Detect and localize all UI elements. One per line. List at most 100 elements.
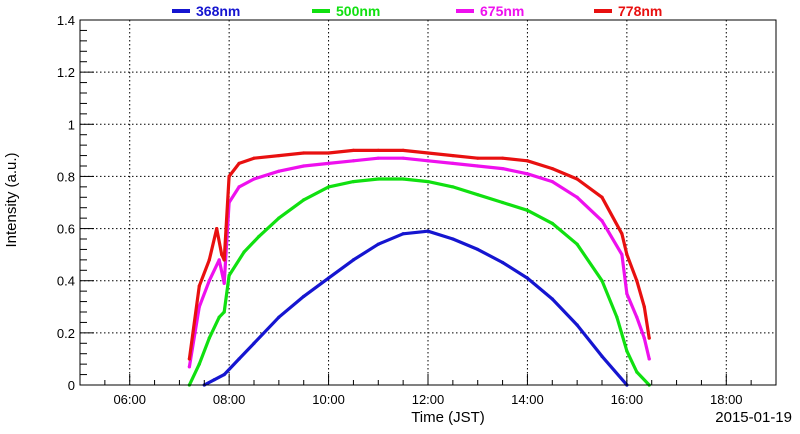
data-point [212, 378, 216, 382]
data-point [376, 177, 380, 181]
data-point [237, 185, 241, 189]
data-point [376, 242, 380, 246]
data-point [525, 276, 530, 280]
data-point [302, 198, 306, 202]
data-point [277, 315, 281, 319]
data-point [326, 276, 331, 280]
data-point [227, 174, 231, 179]
data-point [550, 167, 554, 171]
data-point [207, 336, 211, 340]
legend-label-675nm: 675nm [480, 3, 524, 19]
data-point [277, 216, 281, 220]
x-axis-title: Time (JST) [411, 409, 485, 426]
data-point [351, 180, 356, 184]
y-axis-title: Intensity (a.u.) [3, 152, 20, 247]
data-point [642, 305, 646, 309]
data-point [525, 172, 530, 176]
y-tick-label-7: 1.4 [57, 13, 75, 28]
data-point [197, 362, 201, 366]
data-point [277, 153, 281, 158]
data-point [426, 180, 430, 184]
data-point [252, 177, 256, 181]
data-point [550, 180, 554, 184]
data-point [642, 336, 646, 340]
data-point [426, 229, 430, 233]
data-point [476, 164, 480, 168]
data-point [222, 310, 226, 314]
data-point [600, 219, 604, 223]
data-point [525, 159, 530, 163]
data-point [277, 169, 281, 173]
data-point [217, 315, 221, 319]
data-point [252, 341, 256, 345]
legend-label-500nm: 500nm [336, 3, 380, 19]
data-point [451, 161, 455, 165]
data-point [401, 177, 405, 181]
data-point [302, 151, 306, 155]
data-point [217, 258, 221, 262]
data-point [222, 258, 226, 262]
data-point [575, 242, 579, 246]
x-tick-label-6: 18:00 [710, 392, 743, 407]
data-point [575, 177, 579, 181]
data-point [647, 336, 651, 340]
data-point [376, 156, 380, 160]
data-point [326, 161, 331, 165]
y-tick-label-3: 0.6 [57, 222, 75, 237]
data-point [237, 161, 241, 165]
data-point [215, 226, 219, 231]
data-point [351, 258, 356, 262]
data-point [197, 284, 201, 288]
data-point [426, 151, 430, 155]
data-point [227, 273, 231, 278]
x-tick-label-2: 10:00 [312, 392, 345, 407]
legend: 368nm 500nm 675nm 778nm [172, 3, 662, 19]
legend-label-368nm: 368nm [196, 3, 240, 19]
data-point [376, 148, 380, 152]
data-point [500, 200, 505, 205]
series-368nm [202, 229, 629, 387]
data-point [575, 323, 579, 327]
data-point [625, 253, 629, 257]
date-label: 2015-01-19 [715, 409, 792, 426]
data-point [615, 315, 619, 319]
series-line-368nm [202, 229, 629, 387]
data-point [500, 167, 505, 171]
data-point [220, 253, 224, 257]
series-line-500nm [187, 177, 651, 387]
data-point [197, 305, 201, 309]
data-point [302, 294, 306, 298]
data-point [635, 370, 639, 374]
data-point [620, 232, 624, 236]
series-500nm [187, 177, 651, 387]
legend-label-778nm: 778nm [618, 3, 662, 19]
y-tick-label-5: 1 [68, 117, 75, 132]
data-point [476, 156, 480, 160]
data-point [476, 247, 480, 252]
data-point [476, 193, 480, 197]
data-point [426, 159, 430, 163]
x-tick-label-0: 06:00 [113, 392, 146, 407]
data-point [575, 195, 579, 199]
data-point [625, 349, 629, 353]
data-point [242, 250, 246, 254]
data-point [500, 260, 505, 265]
data-point [252, 156, 256, 160]
data-point [635, 279, 639, 283]
axes: 06:00 08:00 10:00 12:00 14:00 16:00 18:00 0 0.2 0… [57, 13, 777, 407]
data-point [451, 237, 455, 241]
grid [80, 20, 776, 385]
data-point [647, 357, 651, 361]
data-point [600, 354, 604, 358]
data-point [635, 315, 639, 319]
y-tick-label-1: 0.2 [57, 326, 75, 341]
data-point [401, 232, 405, 236]
data-point [525, 208, 530, 212]
data-point [451, 185, 455, 189]
series-layer [187, 148, 651, 387]
x-tick-label-3: 12:00 [412, 392, 445, 407]
data-point [451, 153, 455, 158]
data-point [401, 156, 405, 160]
data-point [237, 357, 241, 361]
